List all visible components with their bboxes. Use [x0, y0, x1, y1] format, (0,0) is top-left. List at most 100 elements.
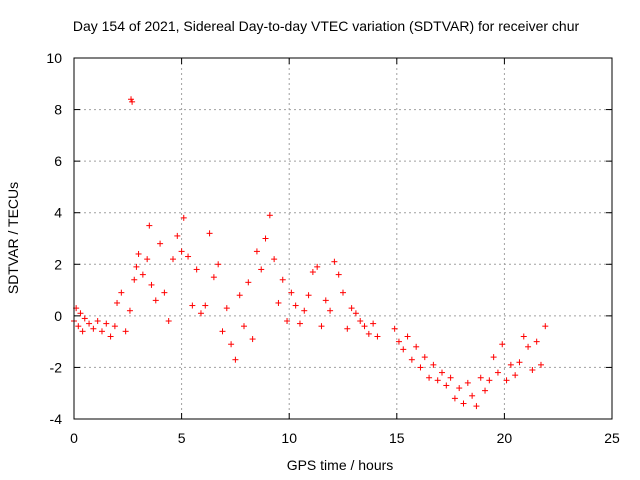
- x-axis-title: GPS time / hours: [287, 457, 394, 473]
- x-tick-label: 10: [281, 430, 297, 446]
- data-point: [103, 320, 110, 327]
- x-tick-label: 20: [497, 430, 513, 446]
- data-point: [516, 359, 523, 366]
- data-point: [318, 323, 325, 330]
- data-point: [395, 338, 402, 345]
- data-point: [219, 328, 226, 335]
- data-point: [417, 364, 424, 371]
- data-point: [400, 346, 407, 353]
- data-point: [165, 318, 172, 325]
- data-point: [262, 235, 269, 242]
- data-point: [309, 269, 316, 276]
- data-point: [327, 307, 334, 314]
- data-point: [133, 263, 140, 270]
- y-tick-label: -4: [50, 411, 63, 427]
- data-point: [129, 98, 136, 105]
- data-point: [77, 310, 84, 317]
- data-point: [460, 400, 467, 407]
- y-tick-label: 8: [54, 102, 62, 118]
- data-point: [86, 320, 93, 327]
- data-points: [71, 96, 549, 410]
- data-point: [157, 240, 164, 247]
- data-point: [232, 356, 239, 363]
- data-point: [525, 343, 532, 350]
- chart-title: Day 154 of 2021, Sidereal Day-to-day VTE…: [73, 18, 580, 34]
- data-point: [426, 374, 433, 381]
- data-point: [279, 276, 286, 283]
- data-point: [456, 385, 463, 392]
- data-point: [464, 379, 471, 386]
- data-point: [486, 377, 493, 384]
- data-point: [266, 212, 273, 219]
- data-point: [178, 248, 185, 255]
- data-point: [81, 315, 88, 322]
- data-point: [161, 289, 168, 296]
- data-point: [490, 354, 497, 361]
- data-point: [144, 256, 151, 263]
- data-point: [331, 258, 338, 265]
- data-point: [301, 307, 308, 314]
- data-point: [374, 333, 381, 340]
- data-point: [126, 307, 133, 314]
- data-point: [135, 250, 142, 257]
- y-tick-label: 2: [54, 256, 62, 272]
- data-point: [413, 343, 420, 350]
- data-point: [139, 271, 146, 278]
- data-point: [236, 292, 243, 299]
- data-point: [215, 261, 222, 268]
- data-point: [352, 310, 359, 317]
- data-point: [391, 325, 398, 332]
- data-point: [131, 276, 138, 283]
- data-point: [443, 382, 450, 389]
- data-point: [94, 318, 101, 325]
- data-point: [344, 325, 351, 332]
- data-point: [361, 323, 368, 330]
- x-tick-label: 15: [389, 430, 405, 446]
- data-point: [473, 403, 480, 410]
- data-point: [348, 305, 355, 312]
- grid: [74, 58, 612, 419]
- data-point: [128, 96, 135, 103]
- data-point: [79, 328, 86, 335]
- x-tick-label: 25: [604, 430, 620, 446]
- data-point: [114, 299, 121, 306]
- data-point: [223, 305, 230, 312]
- data-point: [447, 374, 454, 381]
- data-point: [169, 256, 176, 263]
- data-point: [542, 323, 549, 330]
- data-point: [152, 297, 159, 304]
- data-point: [482, 387, 489, 394]
- data-point: [189, 302, 196, 309]
- data-point: [249, 336, 256, 343]
- data-point: [193, 266, 200, 273]
- y-tick-labels: -4 -2 0 2 4 6 8 10: [46, 50, 62, 427]
- data-point: [357, 318, 364, 325]
- data-point: [75, 323, 82, 330]
- data-point: [322, 297, 329, 304]
- y-tick-label: 6: [54, 153, 62, 169]
- data-point: [210, 274, 217, 281]
- data-point: [370, 320, 377, 327]
- data-point: [271, 256, 278, 263]
- data-point: [202, 302, 209, 309]
- data-point: [533, 338, 540, 345]
- data-point: [122, 328, 129, 335]
- y-tick-label: 4: [54, 205, 62, 221]
- data-point: [529, 367, 536, 374]
- data-point: [197, 310, 204, 317]
- data-point: [98, 328, 105, 335]
- data-point: [305, 292, 312, 299]
- data-point: [335, 271, 342, 278]
- data-point: [404, 333, 411, 340]
- data-point: [469, 392, 476, 399]
- y-tick-label: 10: [46, 50, 62, 66]
- data-point: [421, 354, 428, 361]
- data-point: [292, 302, 299, 309]
- data-point: [494, 369, 501, 376]
- data-point: [408, 356, 415, 363]
- x-tick-label: 5: [178, 430, 186, 446]
- data-point: [477, 374, 484, 381]
- data-point: [451, 395, 458, 402]
